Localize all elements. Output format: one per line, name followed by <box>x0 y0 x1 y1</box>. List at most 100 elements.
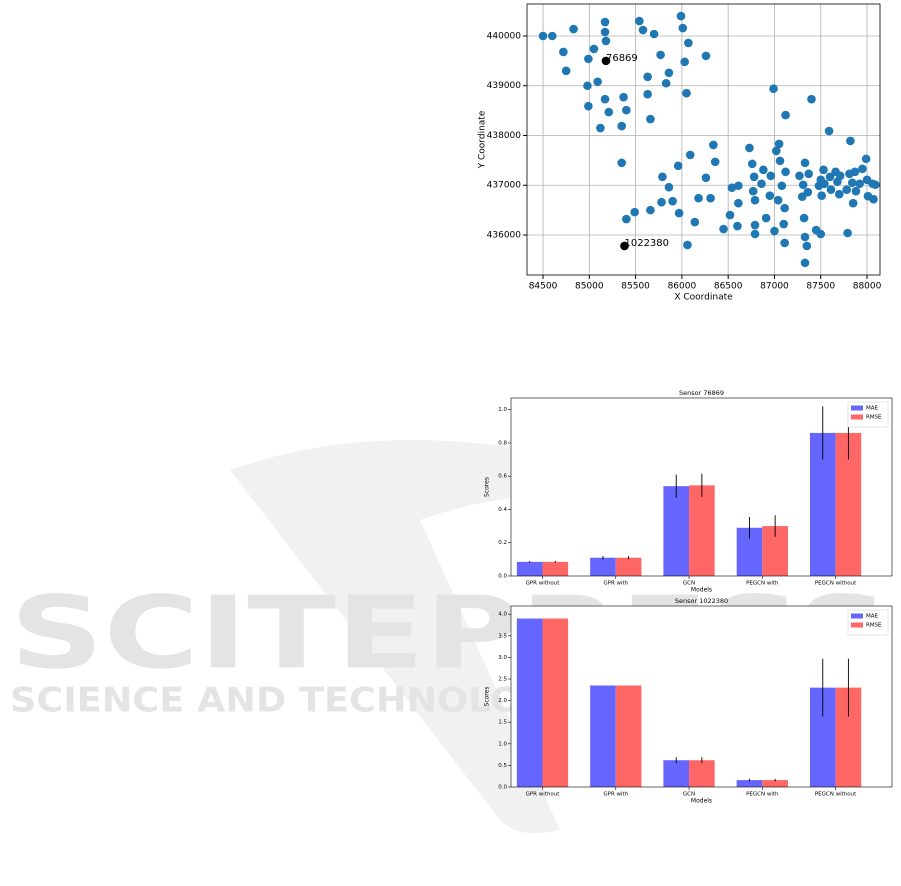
y-tick-label: 436000 <box>487 230 522 240</box>
x-tick-label: 88000 <box>853 282 882 292</box>
scatter-point <box>727 183 737 193</box>
y-tick-label: 2.0 <box>498 698 507 704</box>
scatter-point <box>781 110 790 120</box>
scatter-point <box>569 24 578 34</box>
scatter-point <box>759 165 768 175</box>
x-tick-label: 85500 <box>621 282 650 292</box>
scatter-point <box>802 241 812 251</box>
scatter-point <box>547 31 557 41</box>
scatter-point <box>622 105 631 115</box>
y-tick-label: 439000 <box>487 81 522 91</box>
x-tick-label: 86500 <box>714 282 743 292</box>
scatter-point <box>634 16 644 26</box>
x-tick-label: PEGCN without <box>815 792 857 798</box>
bar <box>736 780 763 787</box>
y-tick-label: 2.5 <box>498 677 507 683</box>
x-tick-label: GPR without <box>526 792 561 798</box>
scatter-point <box>734 198 743 208</box>
scatter-point <box>871 180 880 190</box>
scatter-point <box>725 210 735 220</box>
scatter-point <box>685 150 695 160</box>
x-tick-label: 84500 <box>529 282 558 292</box>
y-tick-label: 1.0 <box>498 407 507 413</box>
scatter-point <box>807 94 816 104</box>
y-tick-label: 0.2 <box>498 540 507 546</box>
scatter-point <box>701 51 711 61</box>
y-tick-label: 438000 <box>487 131 522 141</box>
scatter-point <box>682 88 691 98</box>
legend-swatch <box>851 613 863 619</box>
bar <box>542 561 569 576</box>
scatter-point <box>600 27 610 37</box>
legend-swatch <box>851 405 863 411</box>
scatter-point <box>745 143 754 153</box>
y-tick-label: 1.0 <box>498 741 507 747</box>
bar <box>542 618 569 787</box>
y-tick-label: 0.5 <box>498 763 507 769</box>
scatter-point <box>559 47 568 57</box>
scatter-point <box>779 219 789 229</box>
scatter-point <box>674 208 684 218</box>
bar <box>663 760 690 787</box>
scatter-point <box>749 172 759 182</box>
scatter-point <box>604 107 614 117</box>
bar <box>516 618 543 787</box>
bar <box>663 486 690 576</box>
annotated-point <box>601 56 611 66</box>
scatter-point <box>646 114 655 124</box>
scatter-point <box>855 179 864 189</box>
scatter-point <box>747 159 757 169</box>
scatter-point <box>774 139 784 149</box>
bar <box>689 760 715 787</box>
scatter-point <box>800 232 810 242</box>
bar <box>762 780 788 787</box>
scatter-point <box>643 72 652 82</box>
scatter-point <box>750 229 760 239</box>
y-tick-label: 4.0 <box>498 612 507 618</box>
scatter-point <box>680 57 689 67</box>
scatter-point <box>593 77 602 87</box>
y-tick-label: 3.0 <box>498 655 507 661</box>
y-axis-label: Scores <box>484 477 491 497</box>
scatter-point <box>583 81 592 91</box>
y-tick-label: 0.0 <box>498 785 507 791</box>
scatter-point <box>664 68 674 78</box>
scatter-point <box>750 195 760 205</box>
y-tick-label: 0.8 <box>498 440 507 446</box>
scatter-point <box>780 203 789 213</box>
scatter-point <box>676 11 686 21</box>
scatter-point <box>819 165 828 175</box>
scatter-point <box>826 185 836 195</box>
annotation: 1022380 <box>624 238 669 249</box>
scatter-point <box>765 191 775 200</box>
scatter-point <box>719 224 728 234</box>
legend-label: RMSE <box>866 415 882 421</box>
y-tick-label: 437000 <box>487 181 522 191</box>
scatter-point <box>538 31 548 41</box>
scatter-point <box>761 213 771 223</box>
x-tick-label: 86000 <box>668 282 697 292</box>
x-tick-label: GCN <box>683 581 695 587</box>
scatter-point <box>858 164 867 174</box>
scatter-point <box>835 171 845 181</box>
scatter-point <box>709 140 718 150</box>
x-tick-label: 85000 <box>575 282 604 292</box>
bar <box>590 557 616 576</box>
scatter-point <box>766 171 776 181</box>
scatter-point <box>816 229 826 239</box>
scatter-point <box>770 226 779 236</box>
scatter-point <box>658 172 667 182</box>
y-tick-label: 0.6 <box>498 474 507 480</box>
scatter-point <box>803 187 813 197</box>
bar <box>615 685 642 787</box>
x-tick-label: 87500 <box>806 282 835 292</box>
legend-label: MAE <box>866 406 879 412</box>
scatter-point <box>684 38 693 48</box>
scatter-point <box>820 179 829 189</box>
chart-title: Sensor 76869 <box>679 389 724 397</box>
scatter-point <box>769 84 778 94</box>
x-axis-label: X Coordinate <box>674 293 733 303</box>
scatter-point <box>800 158 810 168</box>
